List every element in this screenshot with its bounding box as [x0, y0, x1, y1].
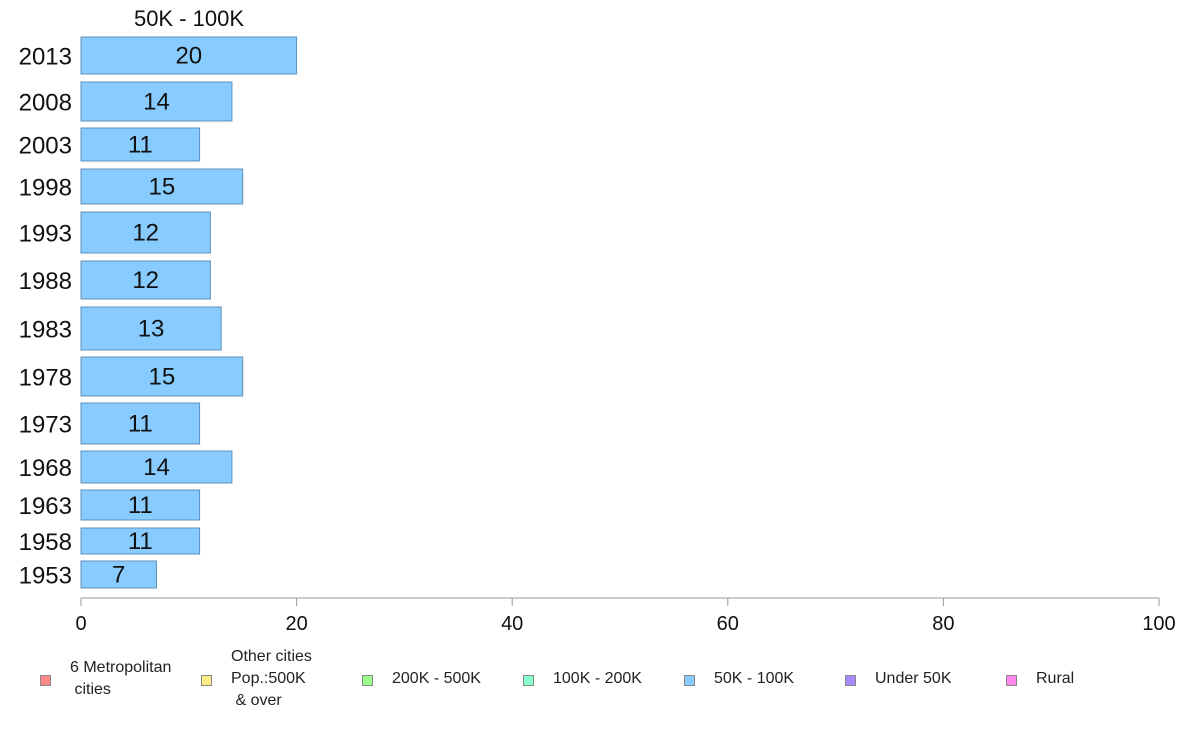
legend-swatch [523, 675, 534, 686]
data-label-1978: 15 [148, 364, 175, 391]
category-label-1963: 1963 [19, 493, 72, 520]
legend-swatch [201, 675, 212, 686]
category-label-1988: 1988 [19, 268, 72, 295]
legend-label: 50K - 100K [714, 670, 795, 687]
legend-swatch [40, 675, 51, 686]
bar-1993 [80, 211, 211, 254]
legend-swatch [684, 675, 695, 686]
category-label-1993: 1993 [19, 221, 72, 248]
bar-chart: 50K - 100K 20201314200811200315199812199… [19, 6, 1176, 635]
category-label-1968: 1968 [19, 455, 72, 482]
legend-label: 6 Metropolitan cities [70, 659, 172, 698]
legend-label: 200K - 500K [392, 670, 481, 687]
x-tick-label-60: 60 [717, 613, 739, 635]
data-label-1998: 15 [148, 174, 175, 201]
bar-1953 [80, 560, 157, 589]
category-label-1953: 1953 [19, 563, 72, 590]
category-label-1973: 1973 [19, 412, 72, 439]
bar-2003 [80, 127, 201, 162]
category-label-1983: 1983 [19, 317, 72, 344]
bar-2008 [80, 81, 233, 122]
legend-label: Rural [1036, 670, 1075, 687]
data-label-2003: 11 [128, 132, 153, 159]
legend-swatch [1006, 675, 1017, 686]
data-label-1958: 11 [128, 528, 153, 555]
legend-swatch [362, 675, 373, 686]
bar-1983 [80, 306, 222, 351]
data-label-1988: 12 [132, 267, 159, 294]
x-tick-label-40: 40 [501, 613, 523, 635]
bar-1958 [80, 527, 201, 555]
bar-1988 [80, 260, 211, 300]
data-label-1973: 11 [128, 411, 153, 438]
bar-1978 [80, 356, 244, 397]
legend-label: Other cities Pop.:500K & over [231, 648, 312, 709]
chart-title: 50K - 100K [134, 6, 244, 31]
data-label-1993: 12 [132, 220, 159, 247]
category-label-2003: 2003 [19, 133, 72, 160]
chart-legend: 6 Metropolitan cities Other cities Pop.:5… [0, 648, 1188, 718]
legend-label: 100K - 200K [553, 670, 642, 687]
x-tick-label-100: 100 [1142, 613, 1175, 635]
bar-1963 [80, 489, 201, 521]
data-label-1953: 7 [112, 562, 125, 589]
x-tick-label-20: 20 [285, 613, 307, 635]
legend-swatch [845, 675, 856, 686]
category-label-2013: 2013 [19, 44, 72, 71]
category-label-2008: 2008 [19, 90, 72, 117]
category-label-1958: 1958 [19, 529, 72, 556]
data-label-1963: 11 [128, 492, 153, 519]
legend-label: Under 50K [875, 670, 952, 687]
data-label-2013: 20 [175, 43, 202, 70]
bar-2013 [80, 36, 298, 75]
data-label-2008: 14 [143, 89, 170, 116]
category-label-1978: 1978 [19, 365, 72, 392]
x-tick-label-80: 80 [932, 613, 954, 635]
bar-1973 [80, 402, 201, 445]
category-label-1998: 1998 [19, 175, 72, 202]
bar-1998 [80, 168, 244, 205]
x-tick-label-0: 0 [75, 613, 86, 635]
data-label-1968: 14 [143, 454, 170, 481]
data-label-1983: 13 [138, 316, 165, 343]
bar-1968 [80, 450, 233, 484]
